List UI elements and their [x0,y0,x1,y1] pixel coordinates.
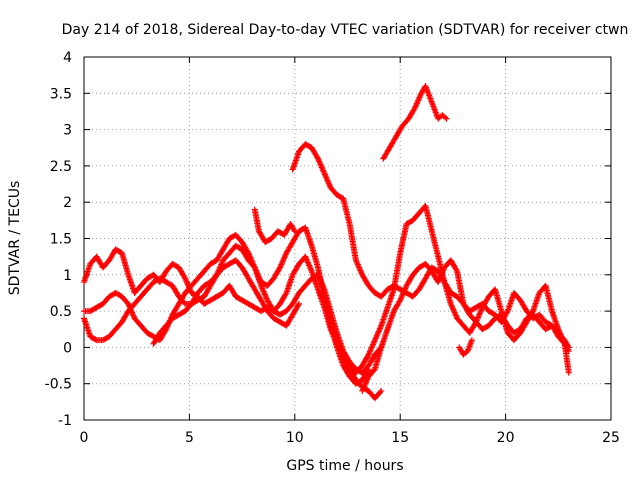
data-point-marker [453,266,460,273]
data-point-marker [565,344,572,351]
data-point-marker [443,115,450,122]
y-tick-label: 2.5 [50,159,72,175]
x-tick-label: 10 [286,430,304,446]
y-tick-label: -1 [58,413,72,429]
y-tick-label: 3 [63,123,72,139]
data-series-trace-9 [359,257,572,394]
data-point-marker [378,387,385,394]
x-axis-label: GPS time / hours [286,458,403,474]
data-point-marker [295,302,302,309]
data-point-marker [282,291,289,298]
data-series-trace-1 [81,246,385,402]
y-tick-label: 1.5 [50,232,72,248]
data-series-trace-4 [150,257,303,347]
data-series-trace-10 [456,337,475,358]
chart-title: Day 214 of 2018, Sidereal Day-to-day VTE… [62,22,629,38]
marks-layer [81,83,572,402]
y-tick-label: 0.5 [50,304,72,320]
data-series-trace-7 [380,83,450,162]
data-point-marker [565,369,572,376]
y-tick-label: 4 [63,50,72,66]
data-point-marker [468,337,475,344]
grid-layer [84,57,611,420]
data-point-marker [291,228,298,235]
data-point-marker [92,336,99,343]
y-tick-label: 1 [63,268,72,284]
tick-layer: 0 5 10 15 20 25 -1 -0.5 0 0.5 1 1.5 2 2.5 3 3.5 4 [45,50,620,446]
x-tick-label: 0 [80,430,89,446]
x-tick-label: 15 [391,430,409,446]
data-point-marker [296,300,303,307]
data-point-marker [503,309,510,316]
y-axis-label: SDTVAR / TECUs [7,181,23,296]
y-tick-label: 0 [63,340,72,356]
y-tick-label: -0.5 [45,377,72,393]
data-point-marker [377,389,384,396]
x-tick-label: 20 [497,430,515,446]
x-tick-label: 5 [185,430,194,446]
y-tick-label: 3.5 [50,86,72,102]
x-tick-label: 25 [602,430,620,446]
data-series-trace-5 [251,206,298,246]
y-tick-label: 2 [63,195,72,211]
